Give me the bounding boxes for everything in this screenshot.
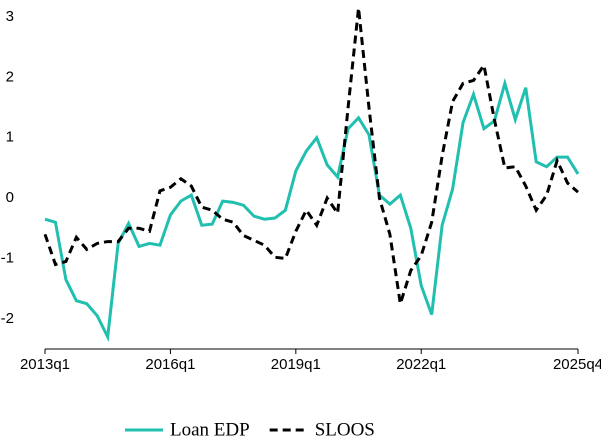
x-tick-label: 2013q1: [20, 356, 70, 373]
y-tick-label: 0: [6, 189, 14, 206]
y-tick-label: 2: [6, 68, 14, 85]
series-line: [43, 7, 579, 305]
legend-label: SLOOS: [315, 419, 375, 440]
y-tick-label: -2: [1, 310, 14, 327]
y-tick-label: -1: [1, 249, 14, 266]
y-tick-label: 3: [6, 8, 14, 25]
x-tick-label: 2016q1: [145, 356, 195, 373]
x-tick-label: 2025q4: [553, 356, 601, 373]
x-tick-label: 2019q1: [271, 356, 321, 373]
x-tick-label: 2022q1: [396, 356, 446, 373]
legend: Loan EDP SLOOS: [125, 419, 375, 440]
legend-label: Loan EDP: [170, 419, 250, 440]
y-tick-label: 1: [6, 129, 14, 146]
series-line: [44, 77, 580, 343]
